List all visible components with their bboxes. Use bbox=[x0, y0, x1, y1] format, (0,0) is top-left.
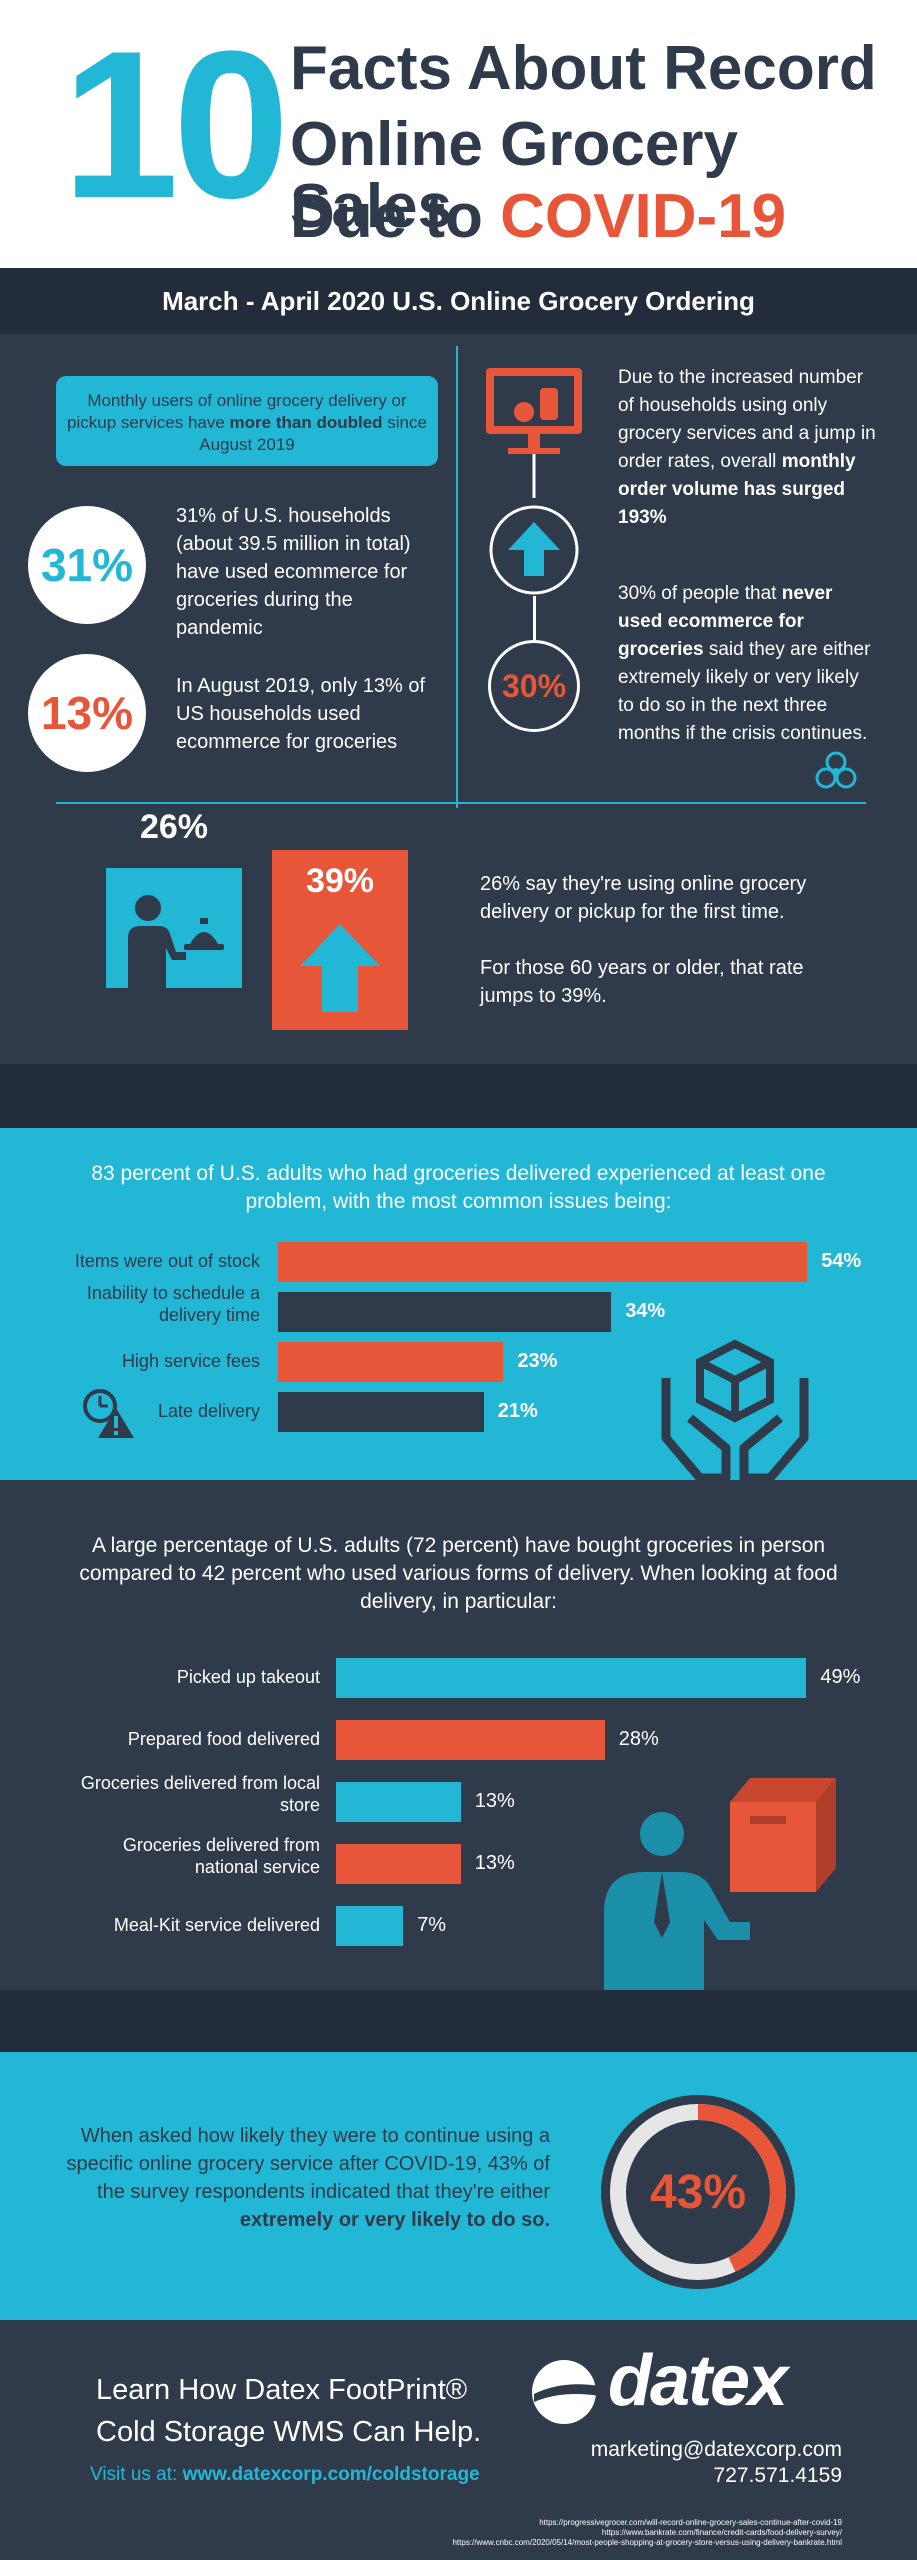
bar-label: Meal-Kit service delivered bbox=[113, 1915, 320, 1935]
stats-section: Monthly users of online grocery delivery… bbox=[0, 334, 917, 1064]
biohazard-icon bbox=[815, 751, 857, 789]
first-time-text: 26% say they're using online grocery del… bbox=[480, 873, 807, 923]
order-volume-text-a: Due to the increased number of household… bbox=[618, 367, 876, 472]
waiter-icon-box bbox=[106, 868, 242, 988]
bar-label: Inability to schedule a delivery time bbox=[86, 1283, 260, 1325]
order-volume-bold: monthly order volume has surged 193% bbox=[618, 451, 856, 528]
bar-label: Groceries delivered from national servic… bbox=[122, 1835, 320, 1877]
bar-value: 13% bbox=[474, 1852, 515, 1874]
source-3[interactable]: https://www.cnbc.com/2020/05/14/most-peo… bbox=[452, 2538, 842, 2547]
footer: Learn How Datex FootPrint® Cold Storage … bbox=[0, 2320, 917, 2560]
bar bbox=[336, 1658, 807, 1698]
stat-30-circle: 30% bbox=[488, 640, 580, 732]
likelihood-section: When asked how likely they were to conti… bbox=[0, 2052, 917, 2320]
bar bbox=[278, 1342, 504, 1382]
likely-text: When asked how likely they were to conti… bbox=[56, 2122, 550, 2234]
arrow-up-icon bbox=[300, 924, 380, 1012]
waiter-icon bbox=[128, 895, 224, 988]
arrow-up-circle-icon bbox=[489, 505, 579, 595]
email[interactable]: marketing@datexcorp.com bbox=[590, 2438, 842, 2461]
spacer-band-1 bbox=[0, 1064, 917, 1128]
donut-value: 43% bbox=[650, 2166, 746, 2219]
bar-label: High service fees bbox=[121, 1351, 260, 1371]
visit-line: Visit us at: www.datexcorp.com/coldstora… bbox=[90, 2464, 480, 2486]
title-covid: COVID-19 bbox=[500, 182, 787, 251]
stat-39: 39% bbox=[305, 862, 375, 900]
visit-url[interactable]: www.datexcorp.com/coldstorage bbox=[182, 2464, 480, 2485]
bar-label: Groceries delivered from local store bbox=[80, 1773, 320, 1815]
sources: https://progressivegrocer.com/will-recor… bbox=[300, 2518, 842, 2548]
delivery-section: A large percentage of U.S. adults (72 pe… bbox=[0, 1480, 917, 1990]
delivery-intro: A large percentage of U.S. adults (72 pe… bbox=[79, 1534, 838, 1613]
delivery-person-box-icon bbox=[604, 1778, 836, 1990]
callout-text-a: Monthly users of online grocery delivery… bbox=[67, 391, 407, 432]
callout-text-b: since August 2019 bbox=[199, 413, 427, 454]
bar-value: 28% bbox=[618, 1728, 659, 1750]
bar-label: Picked up takeout bbox=[176, 1667, 320, 1687]
clock-warning-icon bbox=[83, 1389, 134, 1438]
title-line-3: Due to COVID-19 bbox=[290, 186, 786, 248]
bar bbox=[278, 1392, 484, 1432]
bar bbox=[336, 1906, 404, 1946]
problems-section: 83 percent of U.S. adults who had grocer… bbox=[0, 1128, 917, 1480]
bar bbox=[278, 1292, 612, 1332]
bar-value: 23% bbox=[517, 1350, 558, 1372]
bar-label: Items were out of stock bbox=[74, 1251, 260, 1271]
stat-31-text: 31% of U.S. households (about 39.5 milli… bbox=[176, 505, 411, 639]
stat-30-text-a: 30% of people that bbox=[618, 583, 782, 604]
bar-value: 13% bbox=[474, 1790, 515, 1812]
likely-text-a: When asked how likely they were to conti… bbox=[66, 2125, 550, 2203]
connector-line bbox=[533, 596, 536, 642]
header: 10 Facts About Record Online Grocery Sal… bbox=[0, 0, 917, 268]
spacer-band-2 bbox=[0, 1990, 917, 2052]
title-line-3a: Due to bbox=[290, 182, 501, 251]
stat-13-circle: 13% bbox=[28, 654, 146, 772]
source-2[interactable]: https://www.bankrate.com/finance/credit-… bbox=[601, 2528, 842, 2537]
bar-value: 21% bbox=[497, 1400, 538, 1422]
callout-bold: more than doubled bbox=[229, 413, 383, 432]
subtitle-banner: March - April 2020 U.S. Online Grocery O… bbox=[0, 268, 917, 334]
phone[interactable]: 727.571.4159 bbox=[713, 2464, 842, 2487]
datex-logo-text: datex bbox=[608, 2341, 788, 2421]
vertical-divider bbox=[456, 346, 458, 808]
bar-value: 49% bbox=[820, 1666, 861, 1688]
title-line-2: Online Grocery Sales bbox=[290, 110, 738, 241]
title-line-1: Facts About Record bbox=[290, 34, 877, 103]
problems-intro: 83 percent of U.S. adults who had grocer… bbox=[91, 1162, 826, 1213]
stat-31-circle: 31% bbox=[28, 506, 146, 624]
bar-label: Late delivery bbox=[157, 1401, 260, 1421]
bar bbox=[336, 1720, 605, 1760]
bar-value: 34% bbox=[625, 1300, 666, 1322]
banner-text: March - April 2020 U.S. Online Grocery O… bbox=[162, 286, 755, 316]
source-1[interactable]: https://progressivegrocer.com/will-recor… bbox=[539, 2518, 842, 2527]
bar bbox=[278, 1242, 808, 1282]
donut-arc bbox=[610, 2104, 786, 2280]
stat-30-bold: never used ecommerce for groceries bbox=[618, 583, 833, 660]
senior-text: For those 60 years or older, that rate j… bbox=[480, 957, 804, 1007]
bar-value: 54% bbox=[821, 1250, 862, 1272]
visit-label: Visit us at: bbox=[90, 2464, 183, 2485]
grocery-monitor-icon bbox=[486, 368, 582, 498]
stat-39-box: 39% bbox=[272, 850, 408, 1030]
cta-line-2: Cold Storage WMS Can Help. bbox=[96, 2416, 482, 2448]
order-volume-text: Due to the increased number of household… bbox=[618, 364, 878, 532]
stat-30-text: 30% of people that never used ecommerce … bbox=[618, 580, 878, 748]
stat-26: 26% bbox=[139, 808, 209, 846]
bar-label: Prepared food delivered bbox=[127, 1729, 320, 1749]
likely-bold: extremely or very likely to do so. bbox=[239, 2209, 550, 2231]
bar bbox=[336, 1782, 461, 1822]
hands-box-icon bbox=[661, 1339, 809, 1480]
big-number: 10 bbox=[62, 7, 290, 242]
bar bbox=[336, 1844, 461, 1884]
callout-box: Monthly users of online grocery delivery… bbox=[56, 376, 438, 466]
bar-value: 7% bbox=[417, 1914, 447, 1936]
stat-13-text: In August 2019, only 13% of US household… bbox=[176, 675, 426, 753]
stat-30-text-b: said they are either extremely likely or… bbox=[618, 639, 871, 744]
horizontal-divider bbox=[56, 802, 866, 804]
datex-logo-icon bbox=[532, 2360, 600, 2424]
donut-43: 43% bbox=[601, 2095, 795, 2289]
cta-line-1: Learn How Datex FootPrint® bbox=[96, 2374, 468, 2406]
